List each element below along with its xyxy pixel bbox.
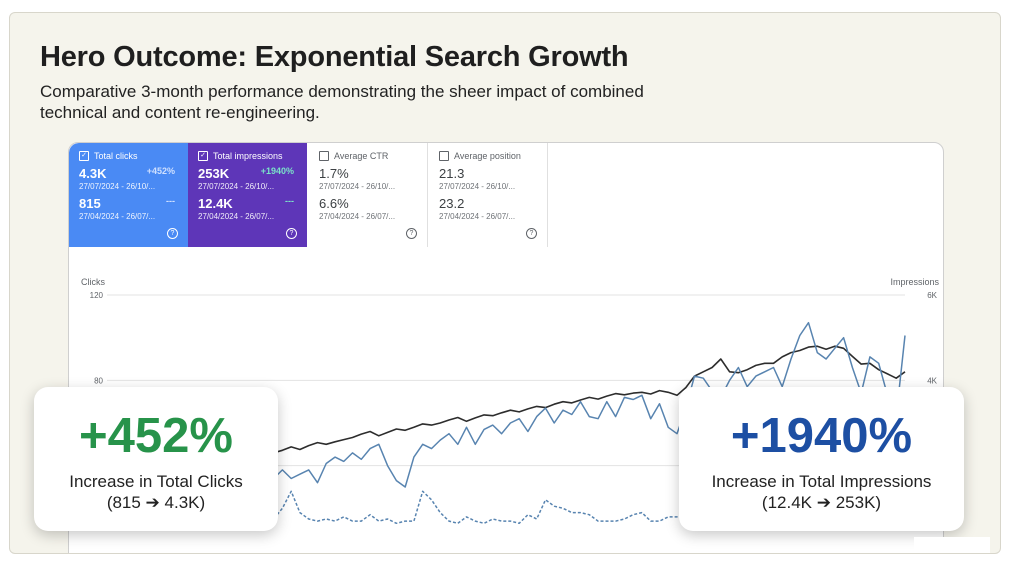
callout-clicks-description: Increase in Total Clicks (69, 472, 243, 491)
metric-previous-value: 6.6% (319, 196, 349, 211)
metric-current-dates: 27/07/2024 - 26/10/... (439, 182, 516, 191)
metric-card-average-position[interactable]: Average position 21.3 27/07/2024 - 26/10… (429, 143, 548, 247)
metric-label: Total impressions (213, 151, 283, 161)
metric-previous-change: --- (166, 196, 175, 206)
metric-label: Average CTR (334, 151, 389, 161)
metric-current-value: 1.7% (319, 166, 349, 181)
left-tick-label: 120 (90, 291, 104, 300)
right-tick-label: 6K (927, 291, 937, 300)
metric-change: +452% (146, 166, 175, 176)
metric-previous-dates: 27/04/2024 - 26/07/... (319, 212, 396, 221)
checkbox-unchecked-icon[interactable] (439, 151, 449, 161)
metric-label: Average position (454, 151, 521, 161)
metric-previous-dates: 27/04/2024 - 26/07/... (79, 212, 156, 221)
help-icon[interactable]: ? (286, 228, 297, 239)
metric-label: Total clicks (94, 151, 138, 161)
metric-current-dates: 27/07/2024 - 26/10/... (319, 182, 396, 191)
right-tick-label: 4K (927, 376, 937, 385)
help-icon[interactable]: ? (406, 228, 417, 239)
metric-current-value: 253K (198, 166, 230, 181)
left-axis-label: Clicks (81, 277, 105, 287)
metric-current-value: 4.3K (79, 166, 107, 181)
right-axis-label: Impressions (890, 277, 939, 287)
callout-impressions-description: Increase in Total Impressions (711, 472, 932, 491)
callout-clicks-detail: (815 ➔ 4.3K) (106, 493, 206, 512)
metric-previous-change: --- (285, 196, 294, 206)
callout-clicks-value: +452% (79, 409, 233, 463)
metric-current-dates: 27/07/2024 - 26/10/... (198, 182, 275, 191)
metric-previous-dates: 27/04/2024 - 26/07/... (198, 212, 275, 221)
metric-card-total-impressions[interactable]: ✓ Total impressions 253K +1940% 27/07/2024… (188, 143, 307, 247)
slide-subtitle: Comparative 3-month performance demonstr… (40, 82, 644, 122)
metric-current-value: 21.3 (439, 166, 465, 181)
callout-clicks: +452% Increase in Total Clicks (815 ➔ 4.… (34, 387, 278, 531)
checkbox-unchecked-icon[interactable] (319, 151, 329, 161)
checkbox-checked-icon[interactable]: ✓ (79, 151, 89, 161)
metric-previous-value: 815 (79, 196, 101, 211)
slide-title: Hero Outcome: Exponential Search Growth (40, 41, 629, 73)
metric-card-total-clicks[interactable]: ✓ Total clicks 4.3K +452% 27/07/2024 - 26/… (69, 143, 188, 247)
metric-previous-value: 23.2 (439, 196, 465, 211)
metric-current-dates: 27/07/2024 - 26/10/... (79, 182, 156, 191)
metric-previous-dates: 27/04/2024 - 26/07/... (439, 212, 516, 221)
metric-card-average-ctr[interactable]: Average CTR 1.7% 27/07/2024 - 26/10/... … (309, 143, 428, 247)
help-icon[interactable]: ? (526, 228, 537, 239)
corner-patch (914, 537, 990, 553)
left-tick-label: 80 (94, 376, 103, 385)
help-icon[interactable]: ? (167, 228, 178, 239)
metric-change: +1940% (260, 166, 294, 176)
slide: Hero Outcome: Exponential Search Growth … (9, 12, 1001, 554)
callout-impressions-value: +1940% (730, 409, 913, 463)
callout-impressions: +1940% Increase in Total Impressions (12… (679, 387, 964, 531)
callout-impressions-detail: (12.4K ➔ 253K) (761, 493, 882, 512)
metric-previous-value: 12.4K (198, 196, 233, 211)
checkbox-checked-icon[interactable]: ✓ (198, 151, 208, 161)
